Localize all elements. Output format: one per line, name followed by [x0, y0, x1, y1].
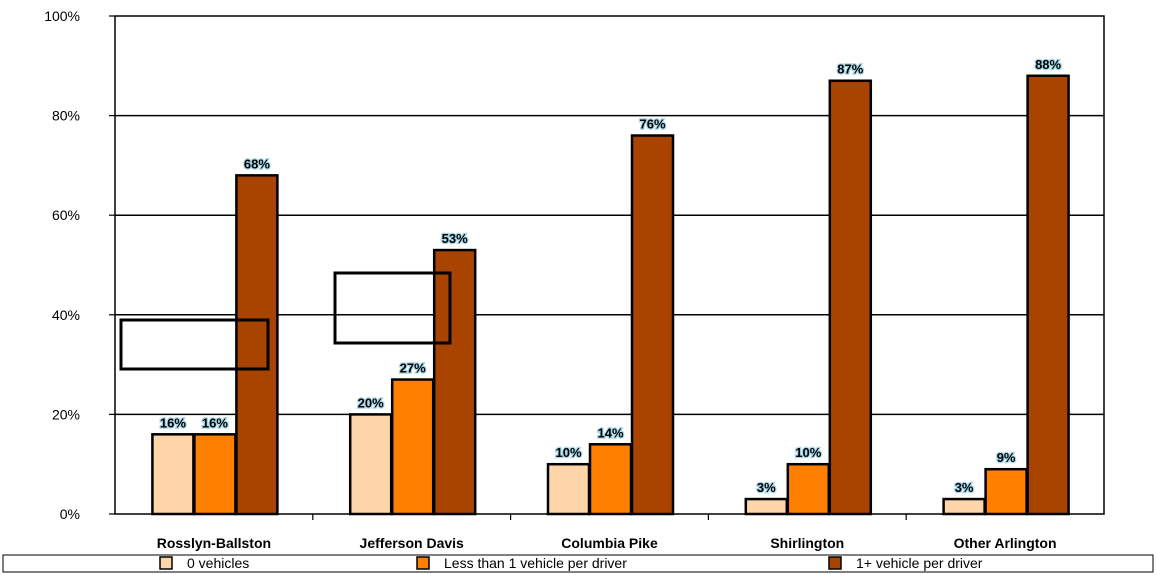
data-label: 3%	[955, 480, 974, 495]
bar	[546, 462, 591, 516]
y-tick-label: 0%	[60, 506, 80, 522]
legend-frame	[2, 554, 1154, 573]
data-label: 16%	[202, 415, 228, 430]
data-label: 76%	[639, 117, 665, 132]
bar	[828, 79, 873, 516]
y-tick-label: 40%	[52, 307, 80, 323]
data-label: 53%	[442, 231, 468, 246]
bar	[588, 443, 633, 516]
bar	[786, 462, 831, 516]
data-label: 3%	[757, 480, 776, 495]
bar	[1026, 74, 1070, 516]
bar	[630, 134, 675, 516]
data-label: 16%	[160, 415, 186, 430]
category-labels: Rosslyn-Ballston Jefferson Davis Columbia …	[157, 514, 1057, 551]
data-label: 20%	[358, 395, 384, 410]
category-label: Rosslyn-Ballston	[157, 535, 271, 551]
bar	[942, 497, 986, 516]
legend-label: 0 vehicles	[187, 555, 249, 571]
legend-swatch	[416, 556, 430, 570]
annotation-box	[333, 271, 452, 345]
y-tick-label: 20%	[52, 406, 80, 422]
data-label: 10%	[795, 445, 821, 460]
bar	[151, 433, 195, 516]
category-label: Columbia Pike	[561, 535, 658, 551]
annotation-box	[119, 318, 270, 371]
bar	[390, 378, 435, 516]
category-label: Shirlington	[770, 535, 844, 551]
gridlines	[115, 114, 1104, 416]
y-tick-label: 80%	[52, 108, 80, 124]
data-label: 88%	[1035, 57, 1061, 72]
data-label: 87%	[837, 62, 863, 77]
bar	[744, 497, 789, 516]
legend-label: Less than 1 vehicle per driver	[444, 555, 627, 571]
legend-swatch	[828, 556, 842, 570]
category-label: Other Arlington	[954, 535, 1057, 551]
bar	[193, 433, 237, 516]
category-label: Jefferson Davis	[360, 535, 464, 551]
legend-label: 1+ vehicle per driver	[856, 555, 983, 571]
data-label: 68%	[244, 156, 270, 171]
data-label: 14%	[597, 425, 623, 440]
data-labels: 16% 16% 68% 20% 27% 53% 10% 14% 76% 3% 10% 87% 3% 9% 8…	[159, 56, 1063, 497]
plot-area-frame	[114, 15, 1105, 515]
bar	[984, 467, 1028, 516]
data-label: 10%	[555, 445, 581, 460]
bar	[432, 248, 477, 516]
legend-swatch	[159, 556, 173, 570]
bar	[348, 413, 393, 516]
legend: 0 vehicles Less than 1 vehicle per driver…	[2, 554, 1154, 573]
y-tick-label: 60%	[52, 207, 80, 223]
bar	[235, 174, 279, 516]
y-tick-label: 100%	[44, 8, 80, 24]
data-label: 27%	[400, 361, 426, 376]
data-label: 9%	[997, 450, 1016, 465]
y-axis-ticks: 0% 20% 40% 60% 80% 100%	[44, 8, 115, 522]
bars	[151, 74, 1070, 516]
annotations	[119, 271, 452, 371]
